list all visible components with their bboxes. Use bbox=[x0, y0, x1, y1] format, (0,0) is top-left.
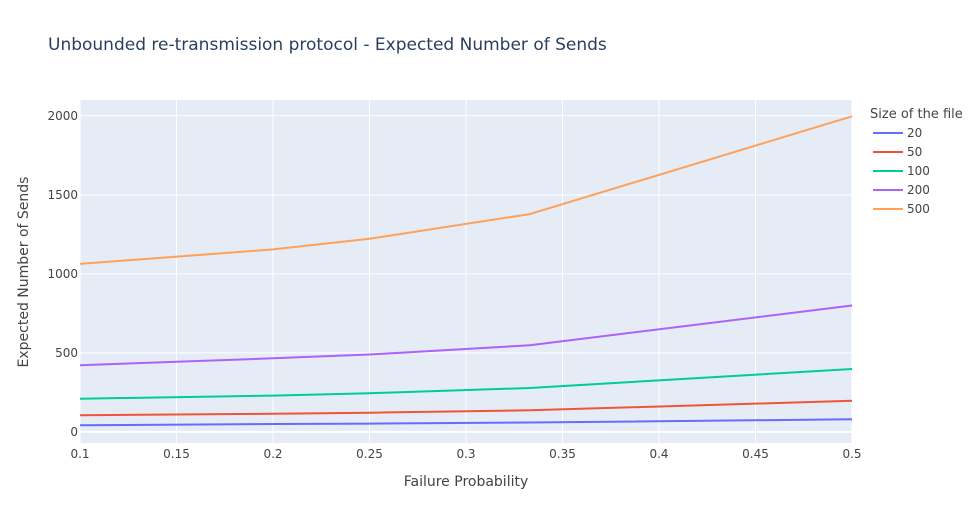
legend-label: 50 bbox=[907, 145, 922, 159]
x-tick-label: 0.1 bbox=[70, 447, 89, 461]
x-tick-label: 0.5 bbox=[842, 447, 861, 461]
legend-item-500[interactable]: 500 bbox=[873, 202, 930, 216]
x-tick-label: 0.4 bbox=[649, 447, 668, 461]
chart-title: Unbounded re-transmission protocol - Exp… bbox=[48, 35, 607, 55]
legend[interactable]: Size of the file 20 50 100 200 500 bbox=[870, 107, 963, 216]
legend-item-50[interactable]: 50 bbox=[873, 145, 922, 159]
x-tick-label: 0.2 bbox=[263, 447, 282, 461]
legend-label: 100 bbox=[907, 164, 930, 178]
x-axis-ticks: 0.1 0.15 0.2 0.25 0.3 0.35 0.4 0.45 0.5 bbox=[70, 447, 861, 461]
x-tick-label: 0.25 bbox=[356, 447, 383, 461]
legend-item-100[interactable]: 100 bbox=[873, 164, 930, 178]
y-axis-ticks: 0 500 1000 1500 2000 bbox=[47, 109, 78, 439]
y-tick-label: 0 bbox=[70, 425, 78, 439]
x-tick-label: 0.35 bbox=[549, 447, 576, 461]
y-gridlines bbox=[80, 115, 852, 433]
x-tick-label: 0.15 bbox=[163, 447, 190, 461]
legend-title: Size of the file bbox=[870, 107, 963, 122]
x-tick-label: 0.45 bbox=[742, 447, 769, 461]
x-gridlines bbox=[79, 100, 853, 443]
legend-label: 20 bbox=[907, 126, 922, 140]
series-lines bbox=[79, 115, 853, 427]
legend-label: 200 bbox=[907, 183, 930, 197]
y-tick-label: 2000 bbox=[47, 109, 78, 123]
y-axis-title: Expected Number of Sends bbox=[16, 177, 32, 368]
legend-item-200[interactable]: 200 bbox=[873, 183, 930, 197]
series-line-50 bbox=[79, 399, 853, 417]
series-line-500 bbox=[79, 115, 853, 265]
y-tick-label: 1000 bbox=[47, 267, 78, 281]
legend-label: 500 bbox=[907, 202, 930, 216]
series-line-200 bbox=[79, 304, 853, 367]
series-line-100 bbox=[79, 368, 853, 400]
y-tick-label: 1500 bbox=[47, 188, 78, 202]
x-tick-label: 0.3 bbox=[456, 447, 475, 461]
y-tick-label: 500 bbox=[55, 346, 78, 360]
series-line-20 bbox=[79, 418, 853, 427]
x-axis-title: Failure Probability bbox=[404, 474, 529, 490]
legend-item-20[interactable]: 20 bbox=[873, 126, 922, 140]
